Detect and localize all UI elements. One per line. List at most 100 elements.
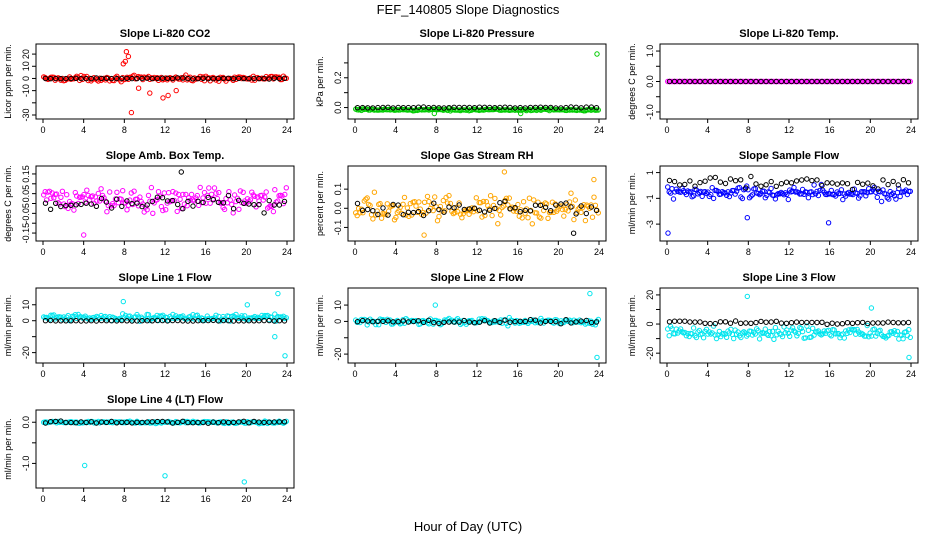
data-point xyxy=(53,418,59,425)
data-point xyxy=(763,182,769,188)
data-point-outlier xyxy=(275,290,281,297)
data-point xyxy=(78,201,84,208)
data-point xyxy=(175,75,181,81)
data-point xyxy=(134,75,140,82)
data-point xyxy=(517,104,523,111)
data-point xyxy=(180,318,186,324)
data-point xyxy=(717,179,724,185)
series-reference xyxy=(666,318,912,327)
x-tick-label: 8 xyxy=(434,247,439,257)
data-point xyxy=(271,419,277,425)
data-point xyxy=(774,192,780,198)
data-point xyxy=(246,318,252,324)
data-point xyxy=(134,318,140,324)
data-point xyxy=(101,195,107,201)
x-tick-label: 4 xyxy=(81,369,86,379)
data-point xyxy=(441,319,447,325)
data-point-outlier xyxy=(82,462,88,469)
data-point xyxy=(890,178,896,185)
data-point xyxy=(894,328,901,335)
data-point xyxy=(103,199,110,205)
data-point-outlier xyxy=(825,220,832,226)
data-point xyxy=(413,203,419,209)
data-point xyxy=(900,320,907,326)
data-point xyxy=(804,176,810,182)
data-point xyxy=(185,75,191,82)
data-point xyxy=(262,194,268,200)
data-point xyxy=(174,208,180,215)
data-point xyxy=(471,320,478,326)
data-point xyxy=(390,201,396,208)
data-point xyxy=(190,420,196,426)
data-point xyxy=(194,192,201,199)
data-point xyxy=(220,200,227,206)
data-point xyxy=(804,319,810,326)
data-point xyxy=(98,186,104,192)
data-point xyxy=(139,419,145,426)
x-tick-label: 0 xyxy=(40,125,45,135)
data-point xyxy=(47,76,54,82)
data-point xyxy=(671,78,678,85)
data-point xyxy=(799,319,805,326)
data-point xyxy=(687,78,693,85)
data-point xyxy=(155,189,162,195)
data-point xyxy=(207,200,213,206)
x-tick-label: 4 xyxy=(81,247,86,257)
chart-panel-5: Slope Gas Stream RH 0 4 8 12 16 20 24 -0.1 0.0 0.1… xyxy=(315,150,607,257)
data-point xyxy=(195,419,201,426)
data-point xyxy=(476,319,483,325)
panel-title: Slope Line 1 Flow xyxy=(119,272,212,284)
data-point xyxy=(481,209,488,215)
data-point xyxy=(525,215,531,221)
data-point-outlier xyxy=(432,302,438,308)
data-point xyxy=(384,201,390,207)
x-tick-label: 0 xyxy=(40,494,45,504)
data-point xyxy=(890,319,896,326)
data-point xyxy=(738,78,744,85)
data-point xyxy=(829,320,835,326)
data-point xyxy=(68,75,74,82)
data-point xyxy=(210,317,217,324)
data-point xyxy=(241,200,247,207)
data-point xyxy=(251,75,257,82)
data-point xyxy=(692,319,698,325)
data-point xyxy=(839,78,846,85)
y-tick-label: -20 xyxy=(333,348,343,361)
data-point xyxy=(461,206,467,213)
data-point xyxy=(670,196,677,202)
x-tick-label: 12 xyxy=(472,125,482,135)
data-point xyxy=(576,204,583,211)
data-point xyxy=(824,78,830,85)
panel-title: Slope Li-820 Pressure xyxy=(420,28,535,40)
x-tick-label: 20 xyxy=(865,247,875,257)
data-point xyxy=(63,419,69,426)
data-point xyxy=(135,203,142,209)
x-tick-label: 16 xyxy=(825,125,835,135)
data-point xyxy=(73,202,79,208)
data-point xyxy=(865,78,871,85)
data-point xyxy=(815,192,822,199)
x-tick-label: 4 xyxy=(393,369,398,379)
data-point xyxy=(532,317,539,323)
data-point xyxy=(471,205,478,211)
data-point xyxy=(682,318,688,324)
data-point-outlier xyxy=(868,305,875,311)
data-point xyxy=(231,192,238,198)
panel-title: Slope Amb. Box Temp. xyxy=(106,150,225,162)
data-point xyxy=(485,202,491,209)
data-point xyxy=(722,78,729,85)
data-point xyxy=(593,105,600,111)
data-point xyxy=(828,333,834,339)
data-point xyxy=(415,104,422,110)
data-point xyxy=(758,318,764,325)
data-point xyxy=(256,419,262,425)
data-point xyxy=(531,317,537,323)
data-point xyxy=(190,318,196,324)
data-point xyxy=(230,419,237,426)
data-point xyxy=(58,418,64,424)
data-point xyxy=(83,200,89,206)
data-point xyxy=(860,319,866,326)
data-point xyxy=(58,318,64,324)
x-tick-label: 12 xyxy=(160,247,170,257)
